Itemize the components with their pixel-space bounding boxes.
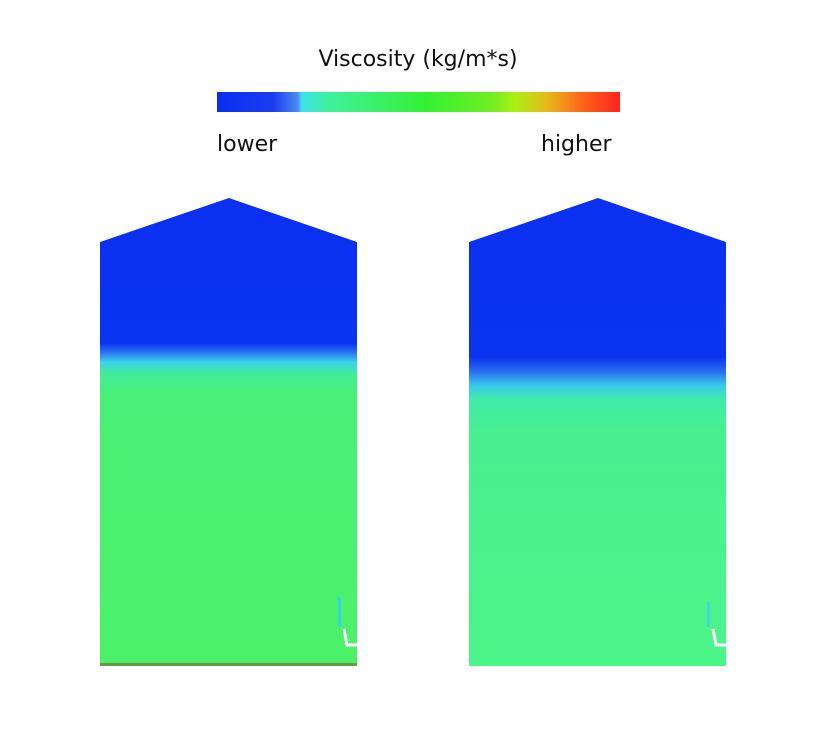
right-inlet-marker xyxy=(707,602,710,627)
left-inlet-marker xyxy=(338,597,341,627)
left-outlet-icon xyxy=(342,628,357,647)
colorbar-title: Viscosity (kg/m*s) xyxy=(318,47,518,72)
right-contour-panel xyxy=(469,197,727,668)
colorbar-low-label: lower xyxy=(217,132,278,157)
right-contour-svg xyxy=(469,198,726,666)
right-silo-shape xyxy=(469,198,726,666)
left-contour-svg xyxy=(100,198,357,666)
left-contour-panel xyxy=(100,197,358,668)
left-silo-shape xyxy=(100,198,357,666)
right-outlet-icon xyxy=(711,628,726,647)
colorbar xyxy=(217,92,620,112)
colorbar-high-label: higher xyxy=(541,132,612,157)
left-bottom-edge xyxy=(100,663,357,666)
